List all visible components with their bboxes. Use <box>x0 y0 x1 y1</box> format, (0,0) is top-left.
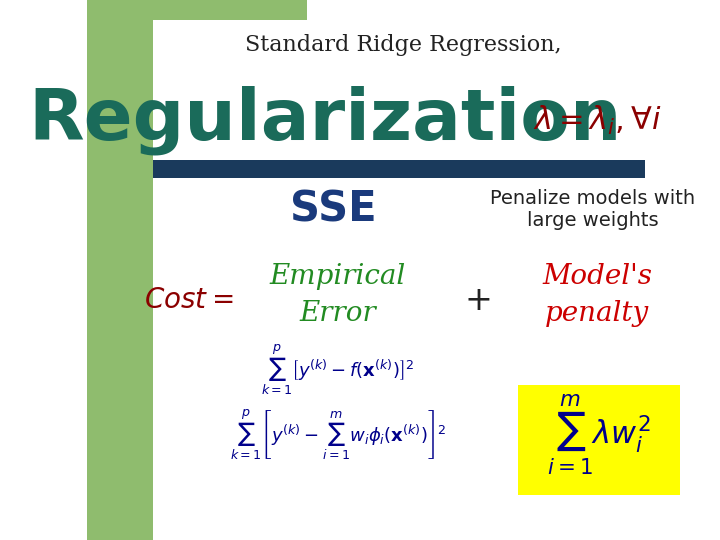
Text: $\sum_{i=1}^{m}\lambda w_i^2$: $\sum_{i=1}^{m}\lambda w_i^2$ <box>547 393 651 477</box>
Text: +: + <box>464 284 492 316</box>
Text: Empirical
Error: Empirical Error <box>270 263 406 327</box>
Text: Penalize models with
large weights: Penalize models with large weights <box>490 190 696 231</box>
Text: Standard Ridge Regression,: Standard Ridge Regression, <box>246 34 562 56</box>
Text: SSE: SSE <box>290 189 377 231</box>
Text: $\sum_{k=1}^{p}\left[y^{(k)} - f\left(\mathbf{x}^{(k)}\right)\right]^2$: $\sum_{k=1}^{p}\left[y^{(k)} - f\left(\m… <box>261 343 415 397</box>
Bar <box>153 20 720 540</box>
Text: $\sum_{k=1}^{p}\left[y^{(k)} - \sum_{i=1}^{m}w_i\phi_i\left(\mathbf{x}^{(k)}\rig: $\sum_{k=1}^{p}\left[y^{(k)} - \sum_{i=1… <box>230 408 446 462</box>
Text: $\mathit{Cost} = $: $\mathit{Cost} = $ <box>144 287 233 314</box>
FancyBboxPatch shape <box>518 385 680 495</box>
Bar <box>87 0 153 540</box>
Text: $\lambda = \lambda_i, \forall i$: $\lambda = \lambda_i, \forall i$ <box>533 104 661 137</box>
Bar <box>153 160 645 178</box>
Bar <box>87 0 307 90</box>
Text: Regularization: Regularization <box>28 85 621 155</box>
Text: Model's
penalty: Model's penalty <box>542 263 652 327</box>
